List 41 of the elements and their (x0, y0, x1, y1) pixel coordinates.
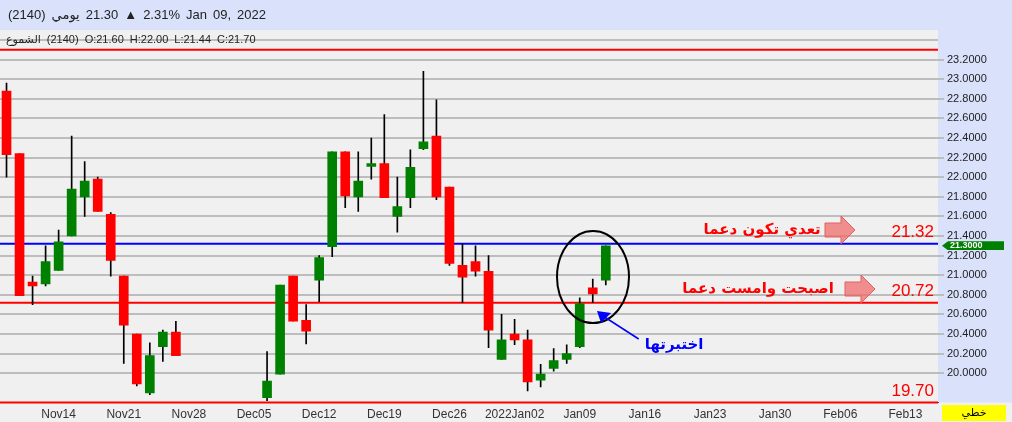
x-tick-label: Nov28 (171, 407, 207, 422)
y-tick-label: 22.8000 (947, 91, 987, 104)
y-tick-label: 21.8000 (947, 189, 987, 202)
x-tick-label: Jan09 (563, 407, 597, 422)
x-tick-label: Dec12 (301, 407, 337, 422)
y-tick-label: 22.0000 (947, 170, 987, 183)
x-tick-label: Nov14 (41, 407, 77, 422)
candlestick (353, 151, 364, 212)
ref-line-label: 19.70 (891, 380, 934, 400)
y-tick-label: 20.6000 (947, 307, 987, 320)
x-tick-label: 2022Jan02 (484, 407, 545, 422)
y-tick-label: 22.6000 (947, 111, 987, 124)
y-tick-label: 23.2000 (947, 52, 987, 65)
x-tick-label: Feb06 (823, 407, 858, 422)
y-tick-label: 20.4000 (947, 327, 987, 340)
x-tick-label: Feb13 (888, 407, 923, 422)
y-tick-label: 22.4000 (947, 131, 987, 144)
x-tick-label: Dec26 (432, 407, 468, 422)
annotation: اختبرتها (644, 334, 704, 353)
y-tick-label: 22.2000 (947, 150, 987, 163)
y-tick-label: 21.0000 (947, 268, 987, 281)
x-tick-label: Jan30 (758, 407, 792, 422)
x-tick-label: Jan16 (628, 407, 662, 422)
y-tick-label: 20.8000 (947, 287, 987, 300)
x-tick-label: Nov21 (106, 407, 142, 422)
annotation: تعدي تكون دعما (703, 219, 821, 239)
y-tick-label: 21.2000 (947, 248, 987, 261)
y-tick-label: 21.4000 (947, 229, 987, 242)
x-tick-label: Dec05 (236, 407, 272, 422)
price-tag: 21.3000 (942, 241, 1004, 251)
y-tick-label: 21.6000 (947, 209, 987, 222)
annotation: اصبحت وامست دعما (682, 278, 834, 297)
ref-line-label: 20.72 (891, 280, 934, 300)
y-tick-label: 23.0000 (947, 72, 987, 85)
text: خطي (942, 404, 1006, 421)
x-tick-label: Dec19 (366, 407, 402, 422)
y-tick-label: 20.2000 (947, 346, 987, 359)
y-tick-label: 20.0000 (947, 366, 987, 379)
ref-line-label: 21.32 (891, 222, 934, 242)
candlestick (366, 137, 377, 180)
x-tick-label: Jan23 (693, 407, 727, 422)
